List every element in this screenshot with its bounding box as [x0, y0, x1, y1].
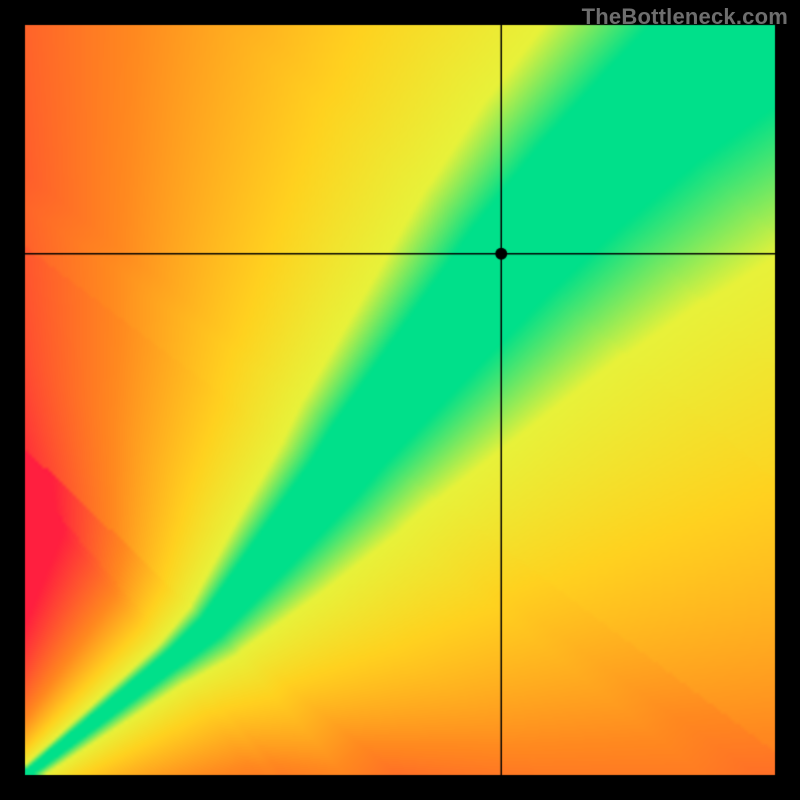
bottleneck-heatmap	[0, 0, 800, 800]
attribution-text: TheBottleneck.com	[582, 4, 788, 30]
chart-container: TheBottleneck.com	[0, 0, 800, 800]
